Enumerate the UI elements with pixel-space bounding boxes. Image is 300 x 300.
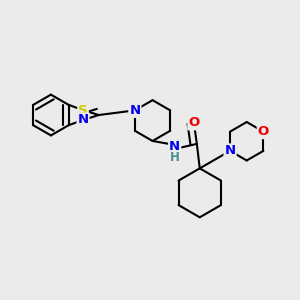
- Text: O: O: [188, 116, 200, 129]
- Text: N: N: [77, 113, 88, 127]
- Text: N: N: [224, 144, 236, 158]
- Text: O: O: [258, 125, 269, 138]
- Text: S: S: [78, 103, 88, 117]
- Text: N: N: [129, 104, 140, 117]
- Text: H: H: [170, 152, 180, 164]
- Text: N: N: [169, 140, 180, 153]
